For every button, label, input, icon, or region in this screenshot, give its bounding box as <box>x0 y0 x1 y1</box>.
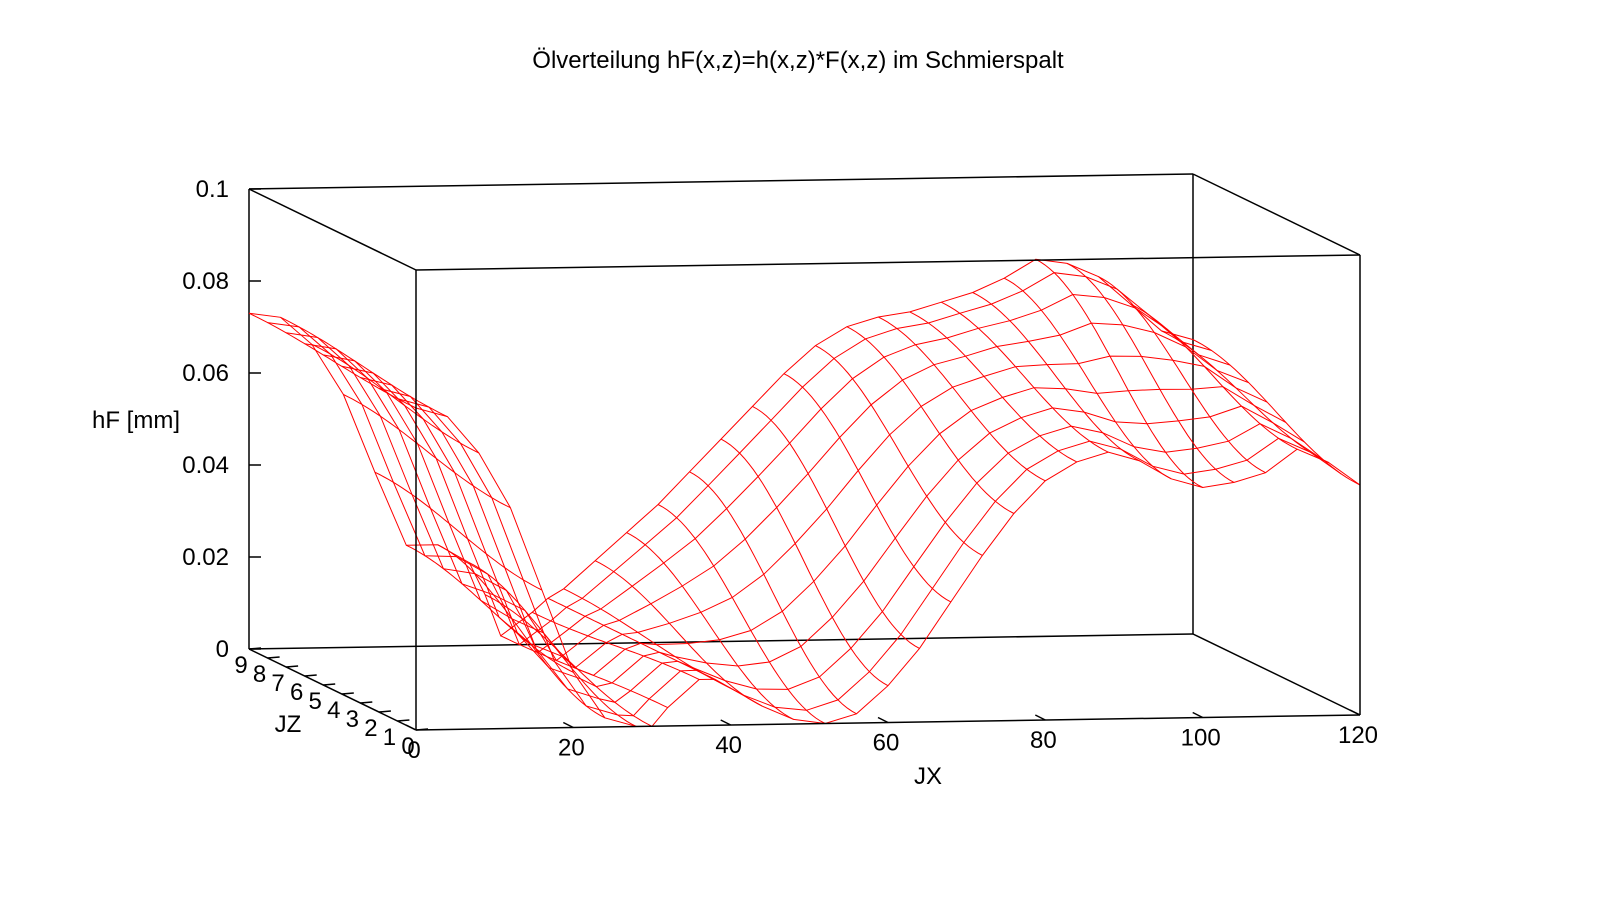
x-tick-label: 40 <box>715 732 742 759</box>
mesh-line-jx <box>248 312 417 409</box>
y-tick-mark <box>323 683 336 686</box>
box-edge <box>1192 633 1361 716</box>
y-tick-mark <box>360 701 373 704</box>
x-tick-label: 80 <box>1030 727 1057 754</box>
z-tick-label: 0.08 <box>182 268 229 295</box>
mesh-line-jx <box>531 611 700 680</box>
mesh-line-jx <box>846 326 1015 514</box>
x-tick-mark <box>1349 709 1361 716</box>
mesh-line-jz <box>341 365 1287 676</box>
x-tick-mark <box>720 719 732 726</box>
x-tick-label: 100 <box>1181 725 1221 752</box>
mesh-line-jx <box>1003 277 1172 480</box>
y-tick-mark <box>415 728 429 731</box>
mesh-line-jz <box>415 407 1361 728</box>
z-tick-label: 0.1 <box>196 176 229 203</box>
mesh-line-jx <box>311 343 480 454</box>
y-tick-mark <box>378 710 391 713</box>
mesh-line-jz <box>286 293 1231 654</box>
mesh-line-jx <box>343 394 511 509</box>
mesh-line-jx <box>752 405 920 649</box>
mesh-line-jz <box>323 354 1268 669</box>
z-tick-label: 0 <box>216 636 229 663</box>
mesh-line-jx <box>783 373 952 603</box>
x-tick-label: 60 <box>873 730 900 757</box>
z-axis-ticks: 0 0.02 0.04 0.06 0.08 0.1 <box>182 176 229 663</box>
mesh-line-jx <box>406 544 574 673</box>
mesh-line-jx <box>909 311 1078 463</box>
box-edge <box>415 254 1361 271</box>
x-tick-mark <box>1192 711 1204 719</box>
y-tick-label: 9 <box>234 652 247 679</box>
chart-title: Ölverteilung hF(x,z)=h(x,z)*F(x,z) im Sc… <box>532 47 1064 74</box>
tick-marks <box>248 188 1361 731</box>
mesh-line-jx <box>1098 276 1266 474</box>
x-tick-label: 0 <box>407 737 420 764</box>
y-tick-mark <box>286 665 299 668</box>
y-tick-label: 3 <box>346 706 359 733</box>
x-tick-label: 120 <box>1338 722 1378 749</box>
mesh-line-jx <box>1192 339 1361 486</box>
surface-mesh <box>248 258 1361 728</box>
mesh-line-jx <box>374 471 543 591</box>
y-tick-label: 7 <box>271 670 284 697</box>
box-edge <box>248 173 1194 190</box>
y-tick-mark <box>248 647 262 650</box>
x-tick-mark <box>562 721 574 729</box>
mesh-line-jx <box>547 597 716 680</box>
x-tick-label: 20 <box>558 735 585 762</box>
mesh-line-jz <box>378 387 1324 703</box>
y-tick-label: 0 <box>401 733 414 760</box>
z-tick-label: 0.04 <box>182 452 229 479</box>
mesh-line-jz <box>304 322 1249 662</box>
z-tick-label: 0.06 <box>182 360 229 387</box>
mesh-line-jx <box>500 635 668 709</box>
mesh-line-jx <box>484 594 653 727</box>
z-tick-label: 0.02 <box>182 544 229 571</box>
y-axis-label: JZ <box>275 711 302 738</box>
y-tick-label: 6 <box>290 679 303 706</box>
x-axis-label: JX <box>914 763 942 790</box>
mesh-line-jx <box>563 588 731 689</box>
y-tick-label: 1 <box>383 724 396 751</box>
x-tick-mark <box>405 724 417 731</box>
mesh-line-jx <box>626 532 794 720</box>
mesh-line-jx <box>657 504 826 724</box>
mesh-line-jx <box>941 301 1109 453</box>
box-edge <box>248 648 417 731</box>
mesh-line-jx <box>594 560 763 707</box>
mesh-line-jx <box>469 562 637 727</box>
y-tick-mark <box>267 656 280 659</box>
z-axis-label: hF [mm] <box>92 407 180 434</box>
mesh-line-jx <box>720 438 889 687</box>
mesh-line-jx <box>1129 303 1298 450</box>
mesh-line-jz <box>397 398 1342 717</box>
mesh-line-jx <box>815 345 983 556</box>
y-tick-mark <box>397 719 410 722</box>
mesh-line-jx <box>1035 258 1203 488</box>
box-edge <box>1192 173 1361 256</box>
mesh-line-jx <box>689 471 857 715</box>
y-tick-label: 8 <box>253 661 266 688</box>
mesh-line-jx <box>1066 262 1235 483</box>
mesh-line-jx <box>437 544 606 719</box>
x-axis-ticks: 0 20 40 60 80 100 120 <box>407 722 1378 764</box>
y-tick-mark <box>304 674 317 677</box>
mesh-line-jx <box>972 292 1140 462</box>
mesh-line-jx <box>280 316 448 418</box>
x-tick-mark <box>877 716 889 724</box>
mesh-line-jx <box>878 316 1046 482</box>
y-tick-label: 5 <box>309 688 322 715</box>
y-tick-label: 2 <box>364 715 377 742</box>
mesh-line-jx <box>1161 330 1329 463</box>
y-tick-mark <box>341 692 354 695</box>
box-edge <box>248 188 417 271</box>
x-tick-mark <box>1034 714 1046 721</box>
y-tick-label: 4 <box>327 697 340 724</box>
mesh-line-jz <box>248 258 1194 637</box>
